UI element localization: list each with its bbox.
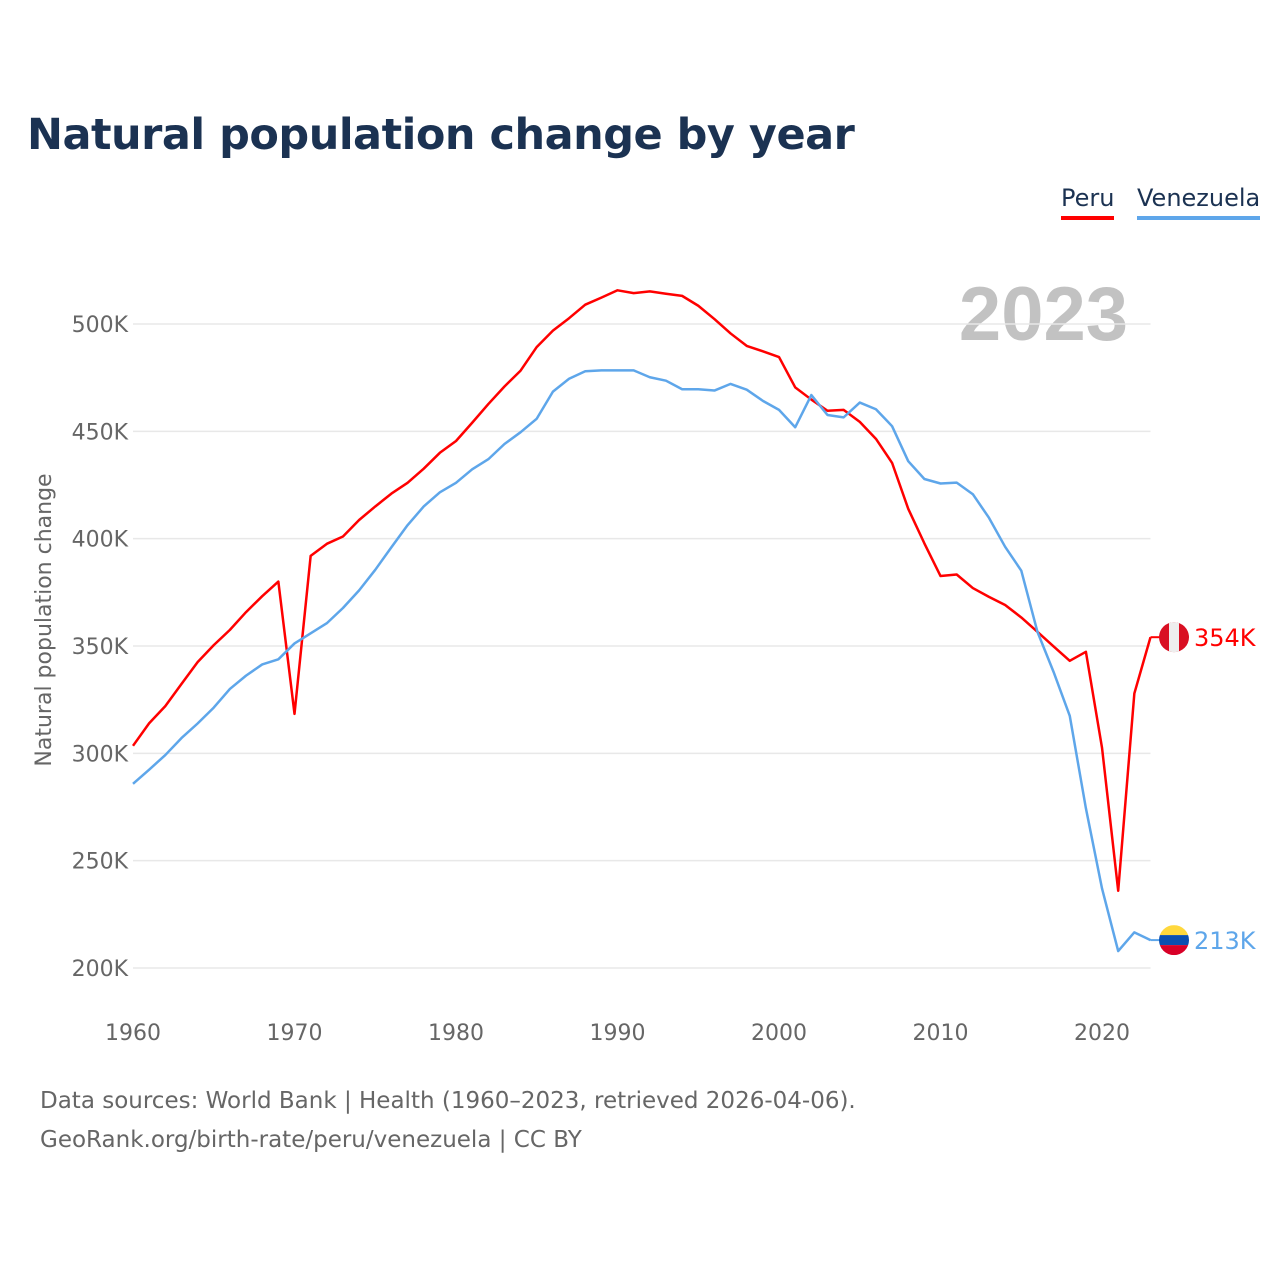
y-tick-label: 350K [72, 635, 129, 660]
x-tick-label: 1990 [590, 1021, 646, 1046]
y-tick-label: 400K [72, 528, 129, 553]
end-value-label: 213K [1194, 927, 1257, 955]
x-tick-label: 1970 [267, 1021, 323, 1046]
venezuela-flag-icon [1159, 925, 1189, 956]
chart-title: Natural population change by year [27, 110, 855, 160]
y-tick-label: 200K [72, 957, 129, 982]
year-watermark: 2023 [959, 272, 1128, 357]
y-tick-label: 450K [72, 420, 129, 445]
x-tick-label: 1980 [428, 1021, 484, 1046]
flag-red [1159, 945, 1189, 956]
flag-white [1169, 622, 1179, 653]
series-line-peru [131, 289, 1152, 892]
y-tick-label: 250K [72, 850, 129, 875]
flag-blue [1159, 935, 1189, 946]
legend-item-venezuela[interactable]: Venezuela [1137, 184, 1261, 220]
footer-sources: Data sources: World Bank | Health (1960–… [40, 1088, 856, 1114]
x-tick-label: 2010 [913, 1021, 969, 1046]
x-tick-label: 2020 [1074, 1021, 1130, 1046]
y-tick-label: 500K [72, 313, 129, 338]
flag-yellow [1159, 925, 1189, 936]
x-tick-label: 1960 [105, 1021, 161, 1046]
series-line-venezuela [132, 369, 1152, 953]
y-axis-label: Natural population change [32, 473, 57, 766]
legend-item-peru[interactable]: Peru [1061, 184, 1115, 220]
end-value-label: 354K [1194, 624, 1257, 652]
footer-link[interactable]: GeoRank.org/birth-rate/peru/venezuela | … [40, 1127, 582, 1153]
peru-flag-icon [1159, 622, 1189, 653]
x-tick-label: 2000 [751, 1021, 807, 1046]
y-tick-label: 300K [72, 742, 129, 767]
